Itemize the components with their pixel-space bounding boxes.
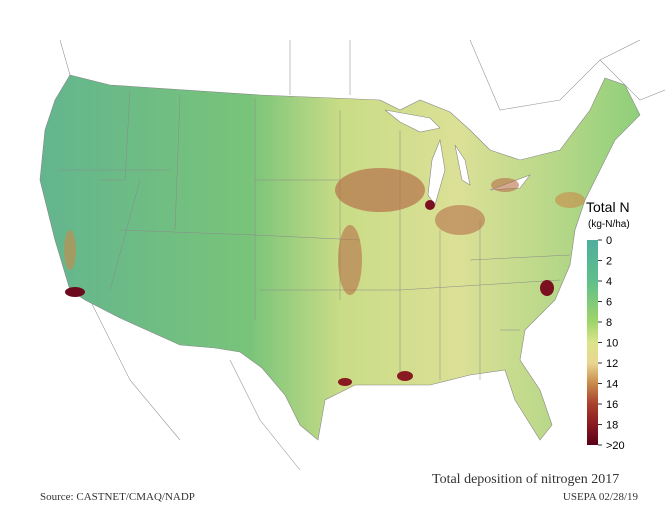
- hotspots: [64, 168, 585, 386]
- tick-label: 12: [606, 358, 618, 370]
- great-lakes: [384, 109, 531, 206]
- source: Source: CASTNET/CMAQ/NADP: [40, 491, 195, 503]
- tick-label: 4: [606, 276, 612, 288]
- tick-label: 2: [606, 256, 612, 268]
- tick-label: 0: [606, 235, 612, 247]
- legend-title: Total N: [586, 199, 630, 215]
- tick-label: >20: [606, 440, 625, 452]
- map: [39, 39, 665, 471]
- caption: Total deposition of nitrogen 2017: [432, 472, 619, 487]
- land-neighbors: [59, 39, 665, 471]
- tick-label: 14: [606, 379, 618, 391]
- tick-label: 18: [606, 420, 618, 432]
- tick-label: 8: [606, 317, 612, 329]
- tick-label: 16: [606, 399, 618, 411]
- credit: USEPA 02/28/19: [563, 491, 639, 503]
- state-borders: [60, 89, 571, 380]
- legend-ticks: 0 2 4 6 8 10 12 14 16 18 >20: [598, 235, 625, 452]
- color-bar: [587, 240, 598, 445]
- tick-label: 10: [606, 338, 618, 350]
- legend-unit: (kg-N/ha): [588, 219, 630, 230]
- tick-label: 6: [606, 297, 612, 309]
